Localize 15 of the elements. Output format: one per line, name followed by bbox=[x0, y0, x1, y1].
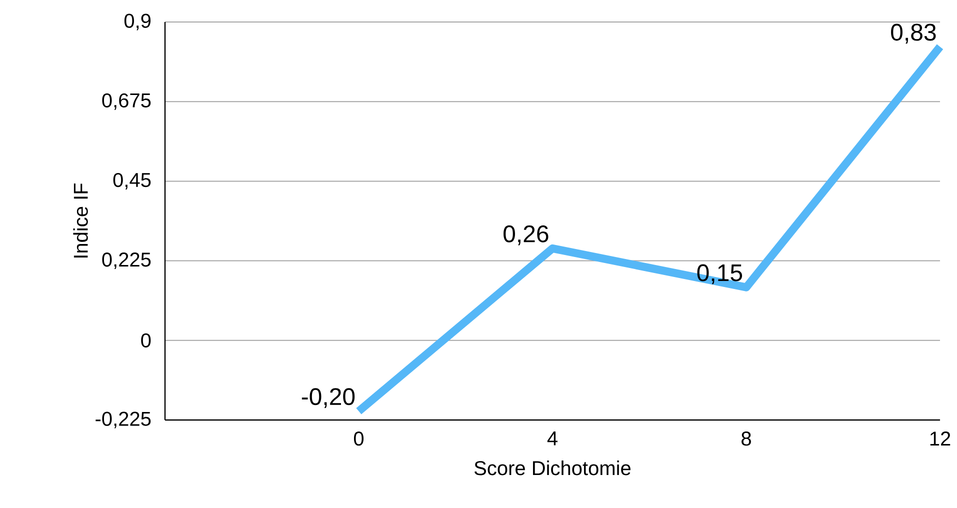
data-label: 0,26 bbox=[504, 225, 548, 246]
y-axis-title: Indice IF bbox=[73, 183, 88, 258]
x-tick-label: 8 bbox=[742, 432, 751, 446]
y-tick-label: -0,225 bbox=[96, 412, 151, 428]
y-tick-label: 0,45 bbox=[113, 172, 151, 190]
data-label: -0,20 bbox=[302, 388, 355, 408]
y-tick-label: 0,675 bbox=[102, 93, 151, 110]
x-tick-label: 0 bbox=[354, 432, 364, 446]
data-label: 0,83 bbox=[891, 24, 936, 44]
x-tick-label: 12 bbox=[930, 432, 950, 446]
y-tick-label: 0,9 bbox=[124, 14, 151, 30]
x-tick-label: 4 bbox=[547, 432, 558, 446]
y-tick-label: 0 bbox=[141, 333, 151, 348]
y-tick-label: 0,225 bbox=[102, 252, 151, 270]
x-axis-title: Score Dichotomie bbox=[474, 460, 630, 476]
